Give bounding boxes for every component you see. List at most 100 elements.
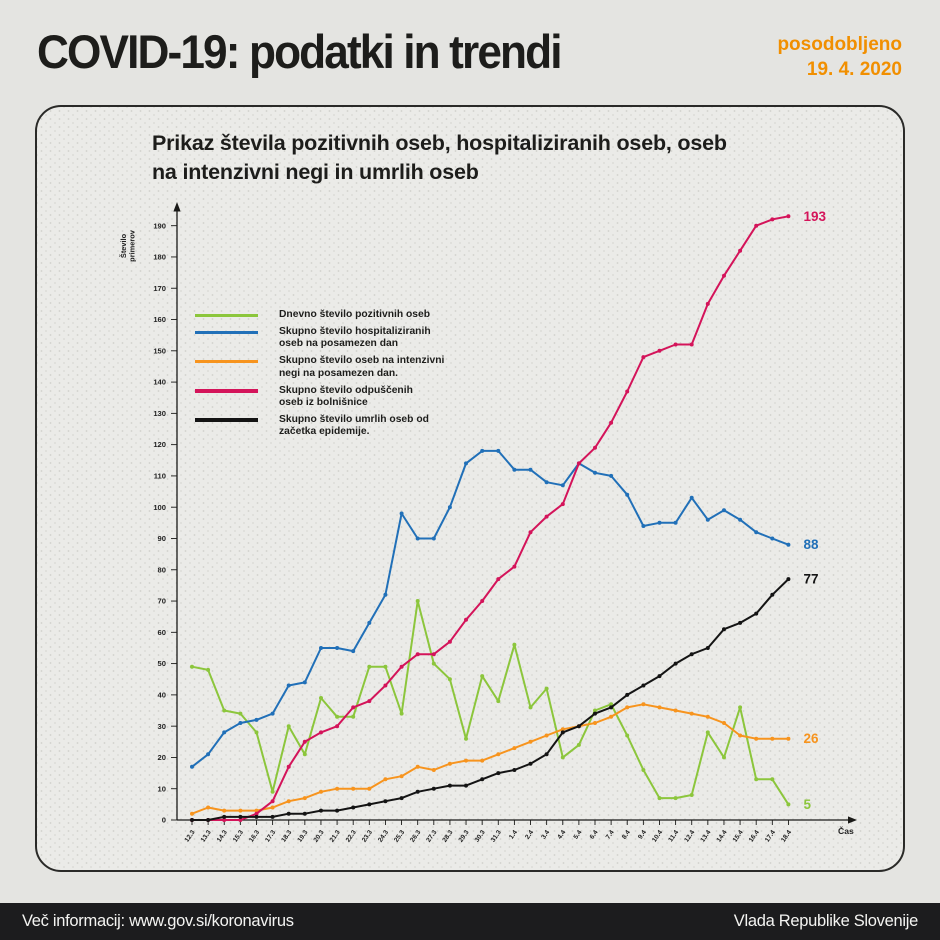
svg-text:10.4: 10.4: [651, 829, 664, 844]
chart-legend: Dnevno število pozitivnih oseb Skupno št…: [195, 309, 465, 438]
svg-text:180: 180: [153, 253, 166, 262]
svg-text:9.4: 9.4: [637, 829, 648, 841]
svg-text:0: 0: [162, 816, 166, 825]
chart-title: Prikaz števila pozitivnih oseb, hospital…: [152, 129, 852, 186]
series-positive: 5: [190, 599, 811, 812]
x-axis-title: Čas: [838, 825, 854, 836]
svg-text:4.4: 4.4: [556, 829, 567, 841]
page-header: COVID-19: podatki in trendi posodobljeno…: [0, 0, 940, 105]
series-deaths: 77: [190, 572, 818, 822]
svg-text:130: 130: [153, 409, 166, 418]
svg-text:90: 90: [158, 534, 166, 543]
svg-text:14.3: 14.3: [216, 829, 229, 844]
page-title: COVID-19: podatki in trendi: [37, 25, 563, 78]
svg-text:18.3: 18.3: [280, 829, 293, 844]
legend-item-icu: Skupno število oseb na intenzivni negi n…: [195, 355, 465, 379]
updated-label: posodobljeno: [777, 34, 902, 55]
svg-text:2.4: 2.4: [524, 829, 535, 841]
svg-text:120: 120: [153, 440, 166, 449]
y-axis-ticks: 0 10 20 30 40 50 60 70 80 90 100 110 120 130 140 150 160…: [153, 221, 177, 825]
legend-item-discharged: Skupno število odpuščenih oseb iz bolniš…: [195, 385, 465, 409]
svg-text:27.3: 27.3: [425, 829, 438, 844]
svg-text:40: 40: [158, 690, 166, 699]
svg-text:100: 100: [153, 503, 166, 512]
series-hospitalized: 88: [190, 448, 819, 769]
x-axis-arrow-icon: [848, 816, 857, 824]
svg-text:17.3: 17.3: [264, 829, 277, 844]
legend-item-positive: Dnevno število pozitivnih oseb: [195, 309, 465, 321]
svg-text:5.4: 5.4: [573, 829, 584, 841]
svg-text:24.3: 24.3: [377, 829, 390, 844]
legend-swatch-deaths: [195, 418, 258, 422]
y-axis-arrow-icon: [173, 202, 181, 212]
svg-text:30: 30: [158, 722, 166, 731]
legend-item-deaths: Skupno število umrlih oseb od začetka ep…: [195, 414, 465, 438]
series-discharged: 193: [190, 209, 826, 822]
svg-text:28.3: 28.3: [441, 829, 454, 844]
svg-text:12.3: 12.3: [184, 829, 197, 844]
svg-text:190: 190: [153, 221, 166, 230]
svg-text:110: 110: [154, 472, 166, 481]
svg-text:16.4: 16.4: [748, 829, 761, 844]
updated-date: 19. 4. 2020: [806, 58, 902, 80]
svg-text:150: 150: [153, 346, 166, 355]
legend-swatch-discharged: [195, 389, 258, 393]
end-label-deaths: 77: [803, 572, 818, 587]
svg-text:70: 70: [158, 597, 166, 606]
svg-text:18.4: 18.4: [780, 829, 793, 844]
svg-text:13.4: 13.4: [699, 829, 712, 844]
svg-text:14.4: 14.4: [715, 829, 728, 844]
svg-text:140: 140: [153, 378, 166, 387]
svg-text:26.3: 26.3: [409, 829, 422, 844]
svg-text:25.3: 25.3: [393, 829, 406, 844]
end-label-icu: 26: [803, 731, 819, 746]
legend-label-hospitalized: Skupno število hospitaliziranih oseb na …: [279, 326, 431, 350]
end-label-discharged: 193: [803, 209, 826, 224]
footer-info-link: Več informacij: www.gov.si/koronavirus: [22, 912, 294, 930]
svg-text:60: 60: [158, 628, 166, 637]
legend-swatch-positive: [195, 313, 258, 317]
svg-text:23.3: 23.3: [361, 829, 374, 844]
svg-text:29.3: 29.3: [458, 829, 471, 844]
svg-text:3.4: 3.4: [540, 829, 551, 841]
svg-text:15.3: 15.3: [232, 829, 245, 844]
svg-text:21.3: 21.3: [329, 829, 342, 844]
svg-text:20: 20: [158, 753, 166, 762]
svg-text:22.3: 22.3: [345, 829, 358, 844]
axes: [173, 202, 857, 824]
chart-title-line-1: Prikaz števila pozitivnih oseb, hospital…: [152, 131, 727, 155]
x-axis-ticks: 12.3 13.3 14.3 15.3 16.3 17.3 18.3 19.3 20.3 21.3…: [184, 820, 793, 844]
svg-text:13.3: 13.3: [200, 829, 213, 844]
chart-panel: Prikaz števila pozitivnih oseb, hospital…: [35, 105, 905, 872]
end-label-positive: 5: [803, 797, 811, 812]
updated-stamp: posodobljeno 19. 4. 2020: [777, 33, 902, 82]
svg-text:160: 160: [153, 315, 166, 324]
svg-text:1.4: 1.4: [508, 829, 519, 841]
svg-text:170: 170: [153, 284, 166, 293]
svg-text:30.3: 30.3: [474, 829, 487, 844]
svg-text:17.4: 17.4: [764, 829, 777, 844]
svg-text:16.3: 16.3: [248, 829, 261, 844]
page-footer: Več informacij: www.gov.si/koronavirus V…: [0, 903, 940, 940]
svg-text:7.4: 7.4: [605, 829, 616, 841]
svg-text:80: 80: [158, 565, 166, 574]
series-icu: 26: [190, 702, 819, 816]
chart-canvas: 0 10 20 30 40 50 60 70 80 90 100 110 120 130 140 150 160…: [119, 202, 857, 844]
footer-government-name: Vlada Republike Slovenije: [733, 912, 919, 930]
chart-title-line-2: na intenzivni negi in umrlih oseb: [152, 159, 479, 184]
legend-item-hospitalized: Skupno število hospitaliziranih oseb na …: [195, 326, 465, 350]
legend-swatch-hospitalized: [195, 330, 258, 335]
svg-text:10: 10: [158, 784, 166, 793]
y-axis-title: Številoprimerov: [119, 229, 137, 262]
svg-text:19.3: 19.3: [296, 829, 309, 844]
legend-label-deaths: Skupno število umrlih oseb od začetka ep…: [279, 413, 429, 438]
svg-text:50: 50: [158, 659, 166, 668]
legend-label-icu: Skupno število oseb na intenzivni negi n…: [279, 355, 445, 379]
svg-text:6.4: 6.4: [589, 829, 600, 841]
svg-text:12.4: 12.4: [683, 829, 696, 844]
legend-swatch-icu: [195, 359, 258, 364]
svg-text:8.4: 8.4: [621, 829, 632, 841]
svg-text:31.3: 31.3: [490, 829, 503, 844]
legend-label-discharged: Skupno število odpuščenih oseb iz bolniš…: [279, 384, 413, 408]
legend-label-positive: Dnevno število pozitivnih oseb: [279, 309, 431, 320]
